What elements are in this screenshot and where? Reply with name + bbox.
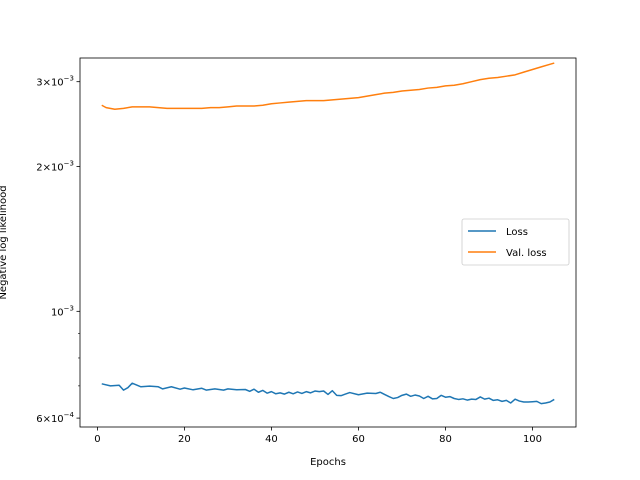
y-axis-label: Negative log likelihood <box>0 185 9 299</box>
y-tick-label: 2×10−3 <box>36 159 74 173</box>
y-tick-label: 3×10−3 <box>36 75 74 89</box>
legend-label: Val. loss <box>506 248 547 259</box>
y-axis: 6×10−4 10−3 2×10−3 3×10−3 <box>36 75 80 425</box>
x-tick-label: 40 <box>265 434 278 445</box>
x-axis-label: Epochs <box>310 457 346 468</box>
x-tick-label: 60 <box>352 434 365 445</box>
x-tick-label: 100 <box>523 434 542 445</box>
x-tick-label: 20 <box>178 434 191 445</box>
y-tick-label: 10−3 <box>51 304 74 318</box>
x-tick-label: 80 <box>439 434 452 445</box>
series-line-val-loss <box>101 62 555 110</box>
x-tick-label: 0 <box>94 434 100 445</box>
x-axis: 0 20 40 60 80 100 <box>94 427 542 445</box>
series-line-loss <box>101 382 555 405</box>
y-tick-label: 6×10−4 <box>36 411 74 425</box>
axes-frame <box>79 57 577 428</box>
legend-label: Loss <box>506 227 528 238</box>
legend: Loss Val. loss <box>461 218 570 266</box>
plot-series-group <box>101 62 555 405</box>
